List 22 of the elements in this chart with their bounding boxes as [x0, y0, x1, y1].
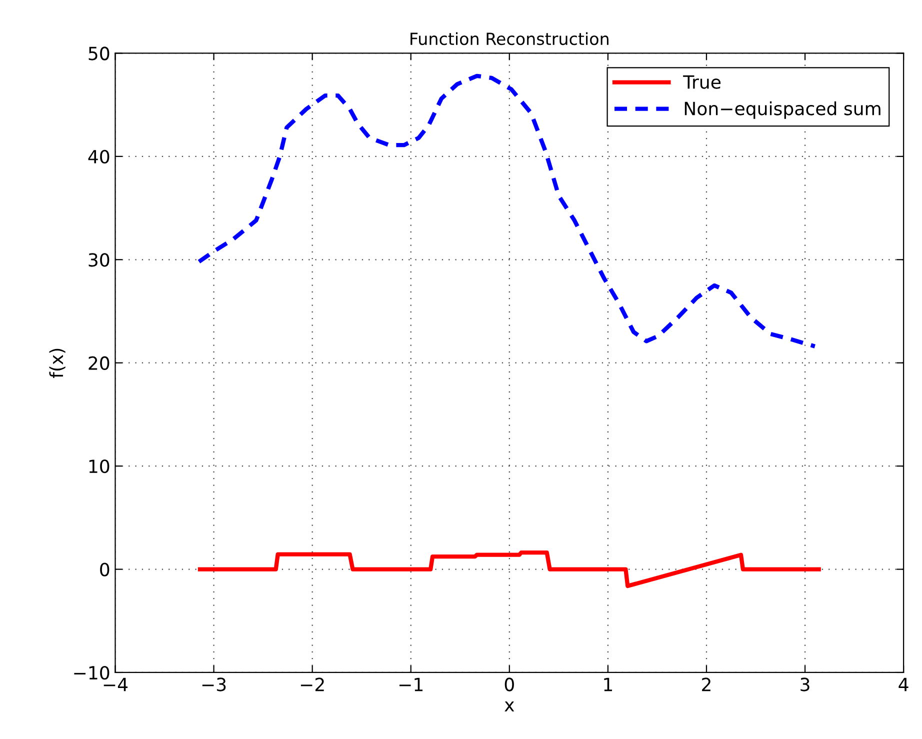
- y-tick-label: 20: [88, 356, 110, 370]
- chart-title: Function Reconstruction: [410, 32, 608, 46]
- x-tick-label: 2: [702, 678, 710, 692]
- x-tick-label: −1: [399, 678, 423, 692]
- x-tick-label: 0: [504, 678, 514, 692]
- y-tick-label: −10: [74, 666, 110, 680]
- y-tick-label: 10: [89, 460, 110, 474]
- legend-label: True: [683, 75, 721, 89]
- y-tick-label: 30: [88, 253, 110, 267]
- legend-label: Non−equispaced sum: [684, 101, 880, 119]
- x-tick-label: −3: [202, 678, 226, 692]
- x-tick-label: 3: [800, 678, 810, 692]
- x-tick-label: −4: [104, 678, 128, 692]
- y-tick-label: 50: [88, 46, 110, 60]
- x-tick-label: 4: [898, 678, 908, 692]
- y-tick-label: 40: [88, 150, 110, 164]
- x-axis-title: x: [504, 701, 514, 712]
- x-tick-label: 1: [604, 678, 612, 692]
- y-axis-title: f(x): [49, 348, 66, 378]
- y-tick-label: 0: [100, 562, 110, 576]
- line-series: [198, 550, 821, 588]
- x-tick-label: −2: [300, 678, 324, 692]
